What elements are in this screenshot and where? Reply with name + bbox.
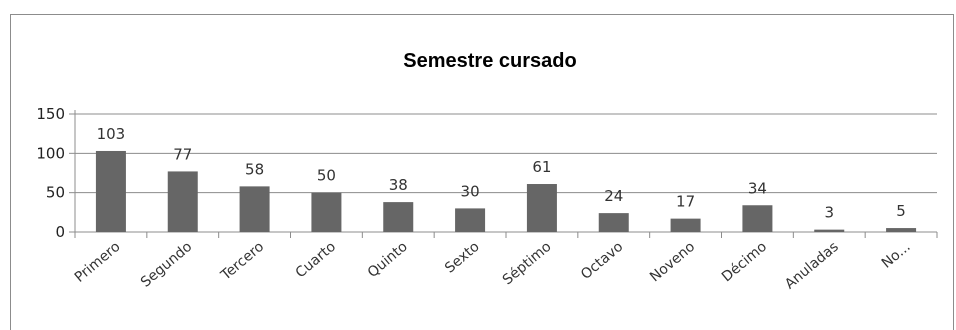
- data-label: 17: [676, 193, 695, 211]
- chart-frame: [10, 14, 954, 330]
- y-axis-tick-labels: 0 50 100 150: [36, 105, 65, 241]
- x-tick-label: Cuarto: [293, 239, 339, 281]
- bar: [95, 150, 126, 232]
- data-label: 77: [173, 145, 192, 163]
- gridlines: [75, 113, 937, 194]
- bar: [311, 192, 342, 232]
- bar: [167, 171, 198, 232]
- data-label: 38: [389, 176, 408, 194]
- x-tick-label: No...: [879, 239, 914, 272]
- data-label: 34: [748, 179, 767, 197]
- bar: [455, 208, 486, 232]
- y-tick-label: 50: [46, 184, 65, 202]
- data-label: 24: [604, 187, 623, 205]
- data-label: 3: [824, 204, 834, 222]
- data-label: 30: [461, 182, 480, 200]
- data-label: 103: [97, 125, 126, 143]
- bar: [239, 186, 270, 232]
- chart-title: Semestre cursado: [403, 50, 576, 72]
- x-tick-label: Quinto: [365, 239, 411, 281]
- y-tick-label: 0: [55, 223, 65, 241]
- bar: [670, 218, 701, 232]
- x-tick-label: Octavo: [578, 239, 626, 283]
- bar: [886, 228, 917, 232]
- x-tick-label: Sexto: [442, 239, 483, 277]
- bar: [598, 213, 629, 232]
- x-tick-label: Noveno: [647, 239, 698, 286]
- y-tick-label: 150: [36, 105, 65, 123]
- x-tick-label: Primero: [72, 239, 124, 286]
- bar: [742, 205, 773, 232]
- x-tick-label: Décimo: [719, 239, 770, 285]
- bars: [95, 150, 917, 232]
- x-tick-label: Tercero: [217, 239, 267, 284]
- data-label: 50: [317, 167, 336, 185]
- x-tick-label: Séptimo: [500, 239, 555, 289]
- data-label: 61: [532, 158, 551, 176]
- bar: [814, 229, 845, 232]
- bar: [526, 184, 557, 232]
- data-label: 5: [896, 202, 906, 220]
- y-tick-label: 100: [36, 144, 65, 162]
- x-tick-label: Anuladas: [782, 239, 842, 293]
- axes: [69, 110, 938, 238]
- bar: [383, 202, 414, 232]
- x-axis-tick-labels: Primero Segundo Tercero Cuarto Quinto Sexto Sé…: [72, 239, 914, 293]
- x-tick-label: Segundo: [138, 239, 195, 291]
- data-labels: 103 77 58 50 38 30 61 24 17 34 3 5: [97, 125, 906, 222]
- data-label: 58: [245, 160, 264, 178]
